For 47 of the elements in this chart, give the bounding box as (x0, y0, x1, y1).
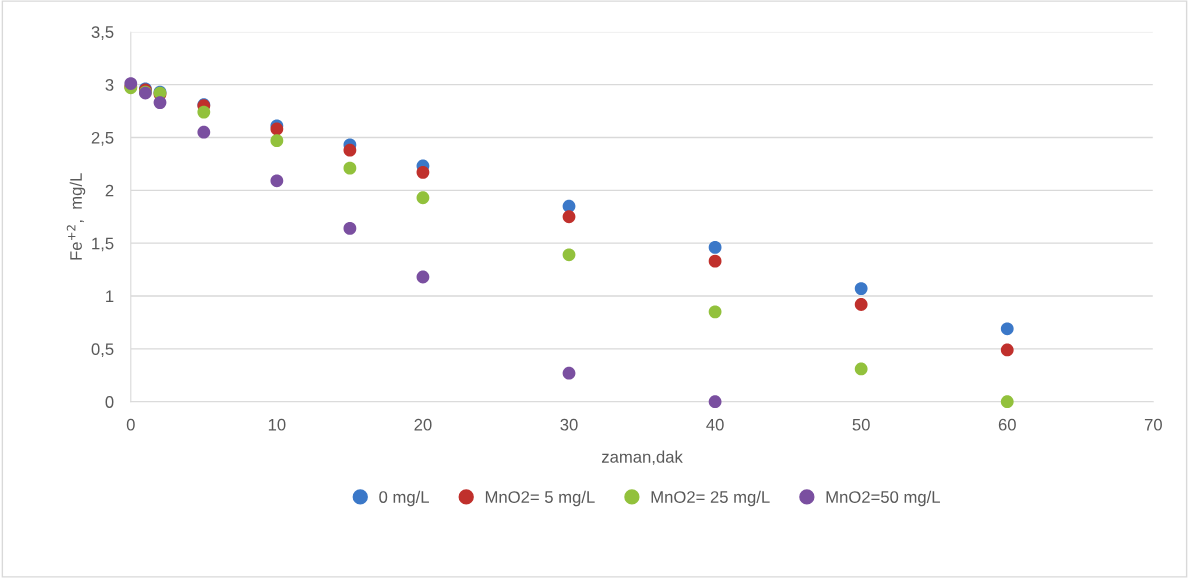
y-tick-label: 3 (105, 79, 114, 91)
legend-label: MnO2= 5 mg/L (485, 490, 595, 507)
legend-label: 0 mg/L (379, 490, 429, 507)
point (416, 270, 430, 284)
y-tick-label: 2 (105, 184, 114, 197)
y-tick-label: 0 (105, 396, 114, 408)
point (562, 366, 576, 380)
point (562, 248, 576, 262)
point (416, 191, 430, 205)
point (1000, 343, 1014, 357)
point (708, 254, 722, 268)
point (343, 143, 357, 157)
point (854, 282, 868, 296)
point (124, 77, 138, 90)
y-axis-title: Fe$^{+2}$, mg/L (66, 173, 86, 260)
point (708, 305, 722, 319)
point (854, 298, 868, 311)
x-tick-label: 30 (560, 418, 578, 431)
point (708, 395, 722, 409)
point (153, 96, 167, 110)
point (1000, 322, 1014, 336)
y-tick-label: 1,5 (92, 237, 114, 252)
x-tick-label: 10 (268, 418, 286, 431)
point (343, 221, 357, 235)
point (343, 161, 357, 175)
x-tick-label: 0 (126, 418, 135, 431)
point (708, 241, 722, 254)
point (854, 362, 868, 376)
point (270, 174, 284, 188)
y-tick-label: 0,5 (91, 343, 114, 358)
legend-label: MnO2= 25 mg/L (651, 490, 770, 507)
point (197, 125, 211, 139)
x-axis-title: zaman,dak (601, 450, 683, 465)
y-tick-label: 1 (106, 290, 114, 303)
point (416, 165, 430, 179)
x-tick-label: 70 (1144, 418, 1162, 431)
x-tick-label: 60 (998, 418, 1016, 431)
point (270, 134, 284, 148)
point (197, 105, 211, 119)
y-tick-label: 2,5 (91, 131, 114, 146)
legend-label: MnO2=50 mg/L (826, 490, 940, 507)
x-tick-label: 50 (852, 418, 870, 431)
point (1000, 395, 1014, 409)
y-tick-label: 3,5 (91, 26, 114, 40)
point (562, 210, 576, 224)
x-tick-label: 40 (706, 418, 724, 431)
x-tick-label: 20 (414, 418, 432, 431)
